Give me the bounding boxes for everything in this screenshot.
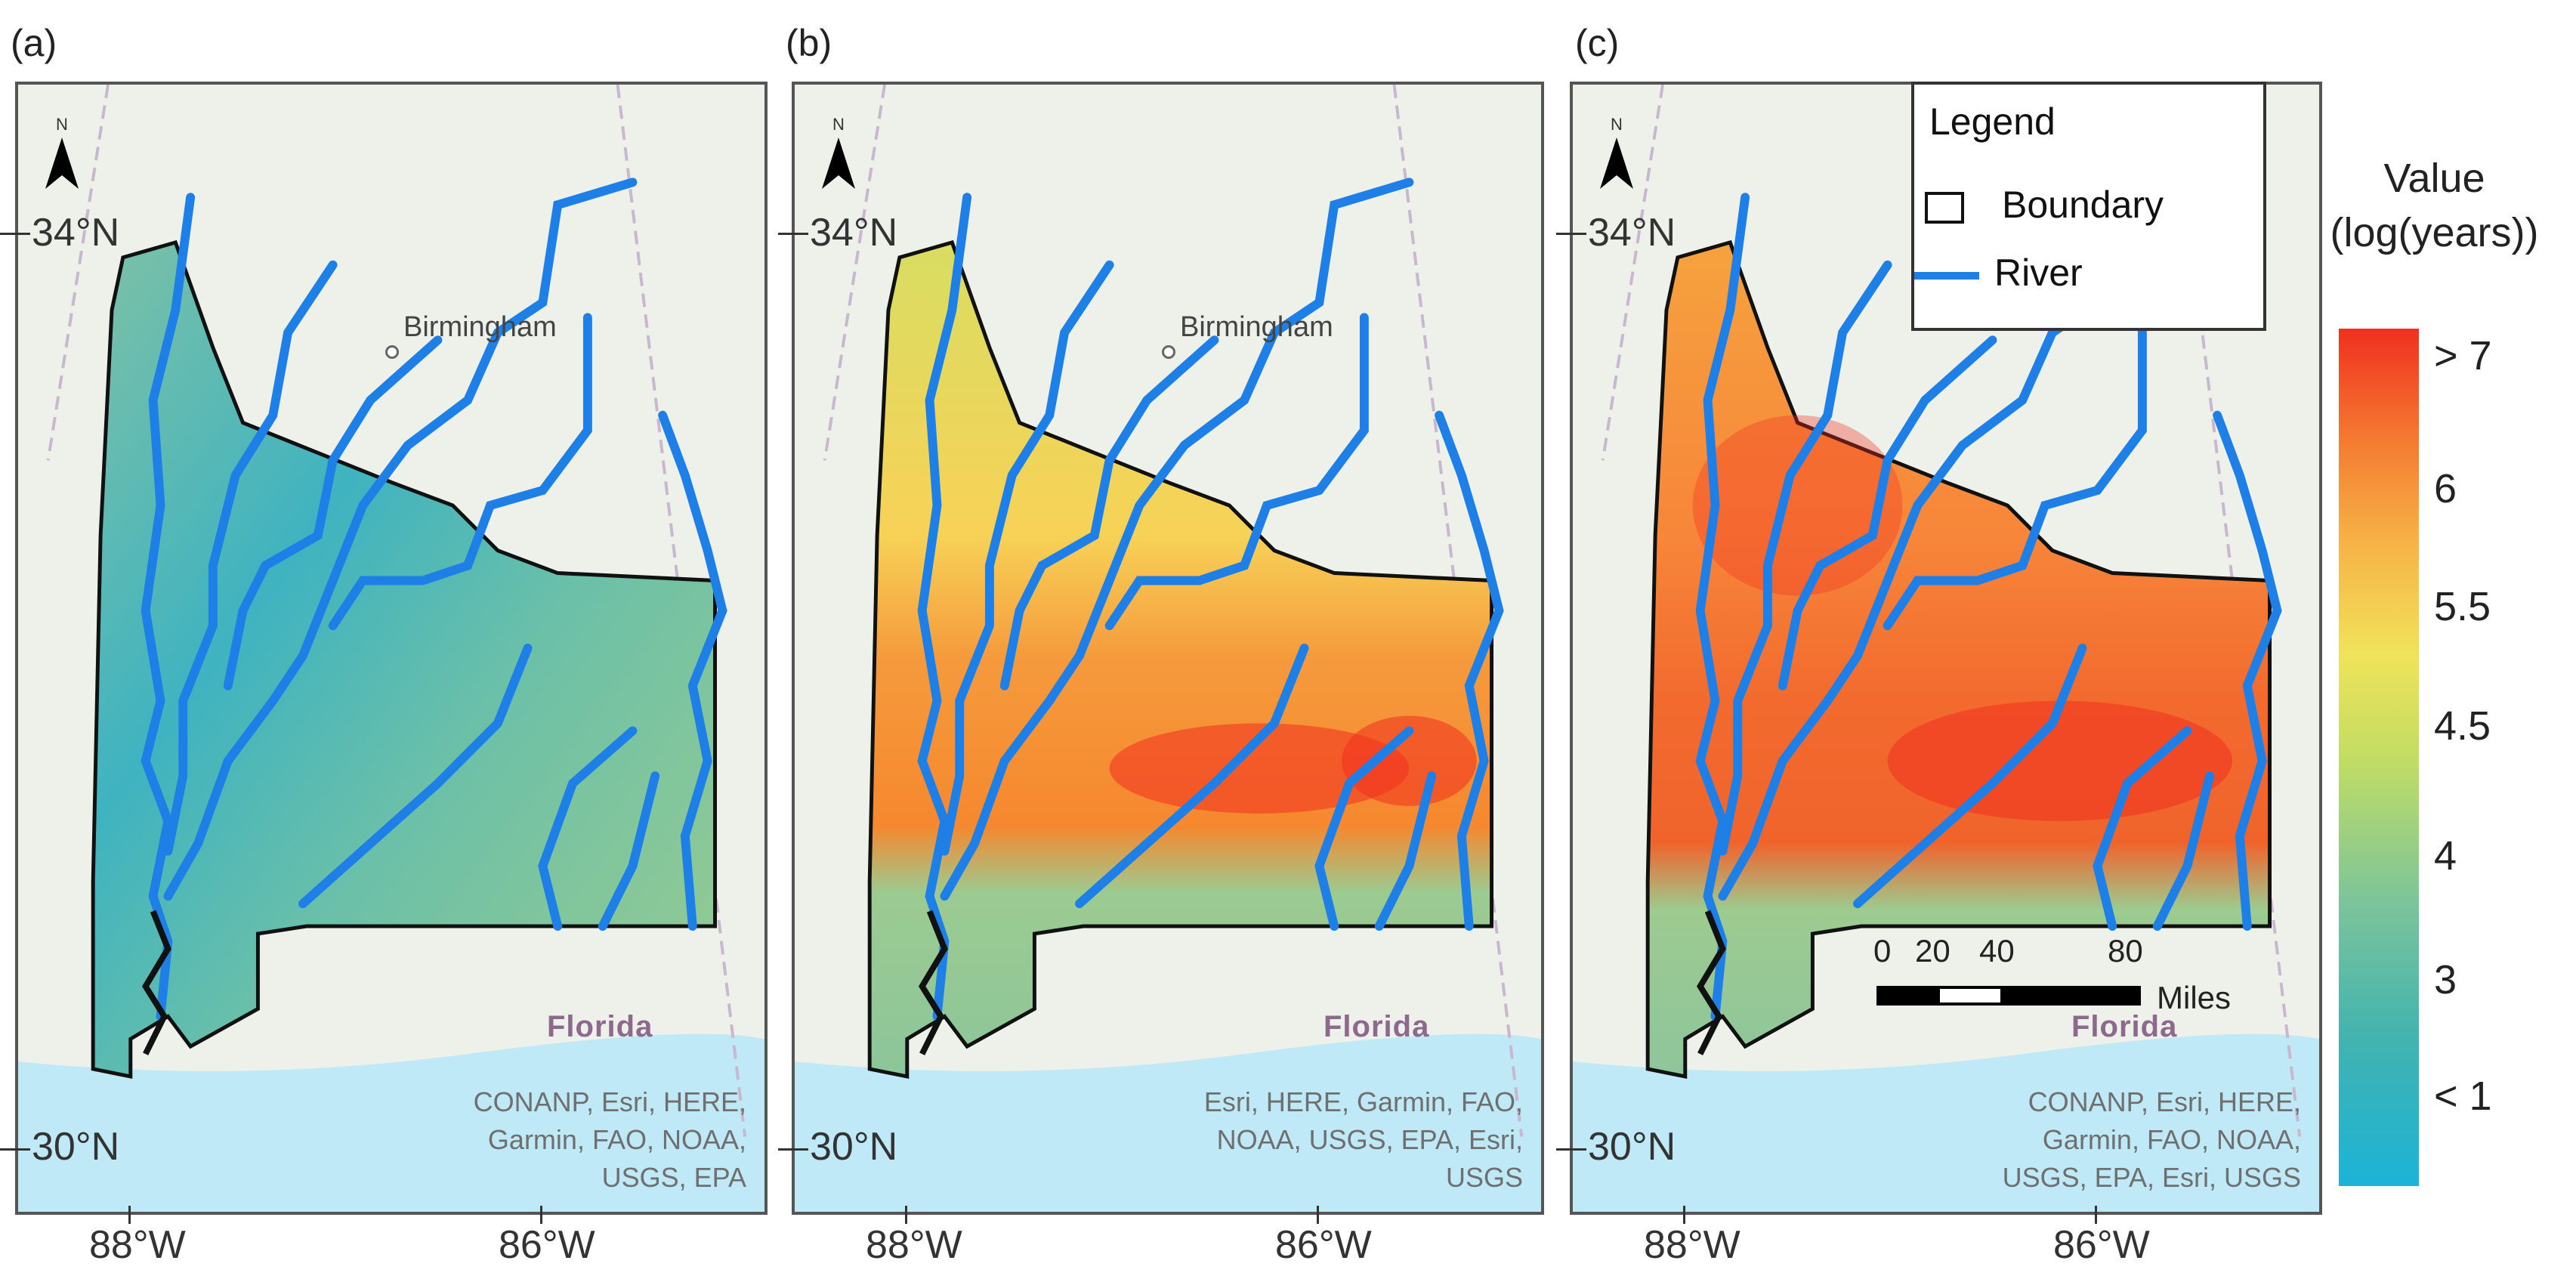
north-letter: N (1611, 115, 1623, 134)
state-label: Florida (1324, 1010, 1430, 1043)
state-label: Florida (547, 1010, 653, 1043)
city-marker (1162, 345, 1175, 359)
state-line (46, 85, 110, 461)
colorbar-tick: < 1 (2434, 1074, 2492, 1119)
state-label: Florida (2071, 1010, 2178, 1043)
lon-tick (2095, 1206, 2097, 1224)
colorbar-tick: 4.5 (2434, 703, 2491, 749)
map-legend: Legend Boundary River (1911, 82, 2266, 331)
north-arrow: N (816, 115, 861, 190)
hotspot (1887, 700, 2232, 821)
map-panel-a[interactable]: N Birmingham Florida CONANP, Esri, HERE,… (15, 82, 768, 1215)
gulf-water (1573, 1033, 2319, 1212)
lon-tick (1683, 1206, 1685, 1224)
city-label: Birmingham (1180, 311, 1333, 343)
north-arrow-icon (822, 137, 855, 189)
attribution: CONANP, Esri, HERE, Garmin, FAO, NOAA, U… (473, 1086, 746, 1193)
colorbar-title: Value (log(years)) (2330, 156, 2539, 255)
hotspot (1342, 715, 1477, 806)
lat-label-bottom: 30°N (32, 1125, 120, 1169)
mobile-bay-shoreline (141, 910, 171, 1055)
legend-item-boundary: Boundary (1925, 183, 2164, 227)
lon-tick (905, 1206, 907, 1224)
map-canvas-a (18, 85, 764, 1212)
river-network[interactable] (141, 178, 727, 1021)
lat-label-top: 34°N (810, 211, 898, 255)
lat-tick (0, 1148, 30, 1151)
lat-label-top: 34°N (1588, 211, 1676, 255)
north-letter: N (832, 115, 845, 134)
colorbar-tick: > 7 (2434, 333, 2492, 378)
north-arrow: N (39, 115, 85, 190)
attribution: CONANP, Esri, HERE, Garmin, FAO, NOAA, U… (2002, 1086, 2301, 1193)
colorbar-tick: 4 (2434, 833, 2457, 879)
state-line (1601, 85, 1664, 461)
lon-tick (1317, 1206, 1319, 1224)
lon-label-right: 86°W (1275, 1223, 1372, 1267)
lat-label-bottom: 30°N (810, 1125, 898, 1169)
lat-tick (1556, 233, 1586, 235)
scale-tick: 80 (2108, 933, 2143, 969)
colorbar (2339, 329, 2419, 1186)
colorbar-tick: 3 (2434, 957, 2457, 1003)
scale-unit: Miles (2157, 980, 2232, 1015)
lat-label-top: 34°N (32, 211, 120, 255)
mobile-bay-shoreline (1696, 910, 1726, 1055)
colorbar-tick: 6 (2434, 466, 2457, 511)
lat-tick (1556, 1148, 1586, 1151)
scale-bar: 0 20 40 80 Miles (1873, 933, 2296, 1031)
map-panel-b[interactable]: N Birmingham Florida Esri, HERE, Garmin,… (792, 82, 1544, 1215)
north-arrow: N (1594, 115, 1639, 190)
lon-label-right: 86°W (2053, 1223, 2150, 1267)
hotspot (1109, 723, 1410, 814)
legend-title: Legend (1929, 100, 2056, 143)
hotspot (1692, 415, 1903, 596)
panel-c-label: (c) (1575, 22, 1620, 64)
legend-boundary-label: Boundary (2002, 184, 2164, 226)
legend-item-river: River (1914, 251, 2083, 295)
city-marker (385, 345, 399, 359)
colorbar-tick: 5.5 (2434, 584, 2491, 629)
legend-river-label: River (1994, 252, 2083, 294)
lat-tick (778, 1148, 808, 1151)
city-label: Birmingham (403, 311, 557, 343)
panel-a-label: (a) (11, 22, 57, 64)
lon-label-left: 88°W (89, 1223, 186, 1267)
attribution: Esri, HERE, Garmin, FAO, NOAA, USGS, EPA… (1203, 1086, 1523, 1193)
panel-b-label: (b) (786, 22, 832, 64)
map-canvas-b (795, 85, 1541, 1212)
scale-tick: 40 (1979, 933, 2015, 969)
state-line (823, 85, 886, 461)
river-swatch-icon (1914, 271, 1979, 280)
lon-tick (540, 1206, 542, 1224)
north-arrow-icon (45, 137, 79, 189)
scale-bar-graphic (1876, 986, 2141, 1006)
gulf-water (18, 1033, 764, 1212)
lat-label-bottom: 30°N (1588, 1125, 1676, 1169)
river-network[interactable] (1695, 178, 2282, 1021)
scale-tick: 20 (1915, 933, 1951, 969)
north-letter: N (56, 115, 68, 134)
lat-tick (0, 233, 30, 235)
river-network[interactable] (917, 178, 1504, 1021)
boundary-swatch-icon (1925, 191, 1964, 224)
scale-tick: 0 (1873, 933, 1892, 969)
north-arrow-icon (1600, 137, 1633, 189)
lon-label-right: 86°W (499, 1223, 595, 1267)
lon-label-left: 88°W (866, 1223, 962, 1267)
mobile-bay-shoreline (918, 910, 948, 1055)
gulf-water (795, 1033, 1541, 1212)
lon-label-left: 88°W (1644, 1223, 1740, 1267)
lon-tick (128, 1206, 131, 1224)
lat-tick (778, 233, 808, 235)
